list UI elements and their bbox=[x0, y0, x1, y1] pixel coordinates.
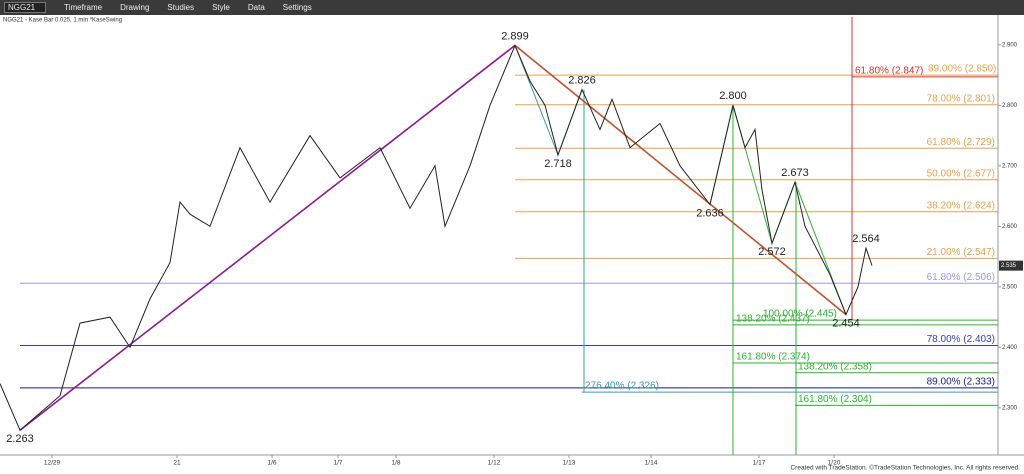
toolbar-item[interactable]: Timeframe bbox=[64, 3, 103, 12]
fib-label: 61.80% (2.729) bbox=[927, 137, 995, 148]
fib-label: 100.00% (2.445) bbox=[763, 309, 837, 320]
fib-label: 21.00% (2.547) bbox=[927, 247, 995, 258]
fib-label: 61.80% (2.506) bbox=[927, 272, 995, 283]
swing-label: 2.263 bbox=[6, 433, 34, 445]
last-price-label: 2.535 bbox=[1001, 263, 1017, 269]
swing-label: 2.899 bbox=[501, 30, 529, 42]
x-tick-label: 1/7 bbox=[333, 460, 342, 467]
x-tick-label: 1/13 bbox=[563, 460, 576, 467]
toolbar-item[interactable]: Data bbox=[247, 3, 265, 12]
fib-label: 78.00% (2.403) bbox=[927, 334, 995, 345]
x-tick-label: 1/6 bbox=[267, 460, 276, 467]
toolbar-item[interactable]: Drawing bbox=[120, 3, 150, 12]
swing-label: 2.673 bbox=[781, 167, 809, 179]
x-tick-label: 1/17 bbox=[753, 460, 766, 467]
fib-label: 38.20% (2.624) bbox=[927, 200, 995, 211]
trendline bbox=[19, 44, 516, 431]
x-tick-label: 1/8 bbox=[391, 460, 400, 467]
price-line bbox=[0, 44, 873, 432]
symbol-box[interactable]: NGG21 bbox=[4, 2, 47, 13]
swing-label: 2.454 bbox=[832, 318, 860, 330]
toolbar-item[interactable]: Settings bbox=[282, 3, 312, 12]
fib-label: 161.80% (2.304) bbox=[798, 394, 872, 405]
fib-label: 138.20% (2.358) bbox=[798, 361, 872, 372]
fib-label: 61.80% (2.847) bbox=[855, 66, 923, 77]
toolbar-item[interactable]: Style bbox=[212, 3, 230, 12]
y-tick-label: 2.300 bbox=[1002, 405, 1018, 411]
y-tick-label: 2.500 bbox=[1002, 284, 1018, 290]
chart: NGG21 - Kase Bar 0.025, 1 min *KaseSwing… bbox=[0, 15, 1024, 472]
fib-label: 89.00% (2.850) bbox=[928, 64, 996, 75]
swing-label: 2.564 bbox=[852, 233, 880, 245]
y-tick-label: 2.400 bbox=[1002, 345, 1018, 351]
footer: Created with TradeStation. ©TradeStation… bbox=[790, 464, 1020, 472]
y-tick-label: 2.600 bbox=[1002, 224, 1018, 230]
swing-label: 2.572 bbox=[758, 246, 786, 258]
x-tick-label: 1/14 bbox=[645, 460, 658, 467]
swing-label: 2.800 bbox=[719, 90, 747, 102]
x-tick-label: 1/12 bbox=[488, 460, 501, 467]
fib-label: 138.20% (2.437) bbox=[736, 314, 810, 325]
x-tick-label: 12/29 bbox=[44, 460, 61, 467]
toolbar-item[interactable]: Studies bbox=[167, 3, 195, 12]
swing-label: 2.826 bbox=[568, 75, 596, 87]
x-tick-label: 1/20 bbox=[828, 460, 841, 467]
trendline bbox=[514, 45, 583, 157]
swing-label: 2.718 bbox=[544, 158, 572, 170]
fib-label: 161.80% (2.374) bbox=[736, 352, 810, 363]
toolbar: NGG21 Timeframe Drawing Studies Style Data Se… bbox=[0, 0, 1024, 15]
y-tick-label: 2.700 bbox=[1002, 163, 1018, 169]
x-tick-label: 21 bbox=[173, 460, 181, 467]
chart-subtitle: NGG21 - Kase Bar 0.025, 1 min *KaseSwing bbox=[3, 18, 122, 24]
fib-label: 276.40% (2.326) bbox=[585, 381, 659, 392]
trendline bbox=[514, 44, 847, 316]
swing-label: 2.636 bbox=[696, 207, 724, 219]
fib-label: 50.00% (2.677) bbox=[927, 168, 995, 179]
fib-label: 78.00% (2.801) bbox=[927, 93, 995, 104]
last-price-box bbox=[999, 260, 1023, 271]
y-tick-label: 2.900 bbox=[1002, 42, 1018, 48]
y-tick-label: 2.800 bbox=[1002, 103, 1018, 109]
fib-label: 89.00% (2.333) bbox=[927, 376, 995, 387]
